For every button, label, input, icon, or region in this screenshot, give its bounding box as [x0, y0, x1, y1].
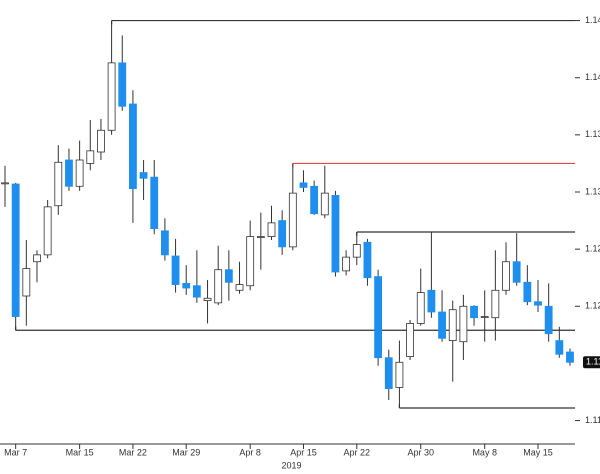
- candle-body: [395, 361, 404, 388]
- candle-body: [22, 268, 31, 297]
- candle-body: [491, 289, 500, 319]
- candle-body: [288, 192, 297, 248]
- x-tick-label: May 15: [523, 447, 553, 457]
- y-tick-label: 1.110: [585, 415, 600, 425]
- y-tick-label: 1.125: [585, 244, 600, 254]
- y-tick-label: 1.120: [585, 301, 600, 311]
- candle-body: [256, 236, 265, 238]
- candle-body: [278, 220, 287, 248]
- candle-body: [203, 297, 212, 301]
- candle-body: [555, 340, 564, 355]
- last-price-label: 1.1151: [586, 357, 600, 367]
- candle-body: [438, 311, 446, 339]
- candle-body: [416, 292, 425, 324]
- x-tick-label: Apr 8: [239, 447, 261, 457]
- candle-body: [224, 269, 233, 283]
- x-tick-label: Mar 7: [4, 447, 27, 457]
- candle-body: [523, 281, 532, 303]
- candle-body: [342, 256, 351, 272]
- candle-body: [139, 172, 148, 179]
- candle-body: [150, 176, 159, 229]
- x-tick-label: Apr 22: [344, 447, 371, 457]
- candle-body: [406, 323, 414, 357]
- candle-body: [160, 230, 169, 256]
- candle-body: [384, 357, 393, 389]
- candle-body: [65, 159, 73, 187]
- candle-body: [246, 236, 255, 287]
- candle-body: [1, 182, 9, 185]
- candle-body: [11, 183, 20, 317]
- candle-body: [118, 62, 127, 107]
- candle-body: [352, 244, 361, 258]
- candle-body: [427, 289, 436, 313]
- candle-body: [320, 192, 329, 216]
- x-tick-label: May 8: [472, 447, 497, 457]
- candle-body: [192, 285, 201, 298]
- candle-body: [459, 305, 468, 343]
- candle-body: [544, 305, 553, 335]
- candle-body: [374, 276, 383, 359]
- x-tick-label: Mar 15: [66, 447, 94, 457]
- x-tick-label: Mar 22: [119, 447, 147, 457]
- candle-body: [97, 129, 105, 153]
- candle-body: [214, 269, 223, 304]
- candle-body: [107, 62, 116, 131]
- x-tick-label: Mar 29: [172, 447, 200, 457]
- y-tick-label: 1.140: [585, 72, 600, 82]
- candle-body: [235, 284, 244, 291]
- candle-body: [75, 159, 84, 187]
- candle-body: [566, 351, 574, 363]
- candle-body: [267, 222, 276, 237]
- candle-body: [310, 185, 319, 215]
- y-tick-label: 1.135: [585, 129, 600, 139]
- last-price-box: [583, 356, 600, 369]
- y-tick-label: 1.145: [585, 15, 600, 25]
- candle-body: [512, 261, 521, 283]
- candle-body: [480, 316, 489, 318]
- candle-body: [182, 283, 191, 289]
- year-label: 2019: [281, 460, 301, 470]
- candle-body: [54, 161, 63, 207]
- candle-body: [33, 254, 41, 263]
- x-tick-label: Apr 15: [290, 447, 317, 457]
- candle-body: [331, 195, 340, 273]
- candle-body: [470, 305, 478, 319]
- candle-body: [43, 206, 52, 256]
- x-tick-label: Apr 30: [407, 447, 434, 457]
- candle-body: [363, 241, 372, 279]
- candle-body: [299, 182, 308, 188]
- candle-body: [502, 261, 510, 291]
- candle-body: [129, 103, 137, 189]
- candle-body: [86, 150, 95, 164]
- candle-body: [534, 301, 542, 306]
- candle-body: [171, 255, 180, 285]
- y-tick-label: 1.130: [585, 186, 600, 196]
- candle-body: [448, 309, 457, 341]
